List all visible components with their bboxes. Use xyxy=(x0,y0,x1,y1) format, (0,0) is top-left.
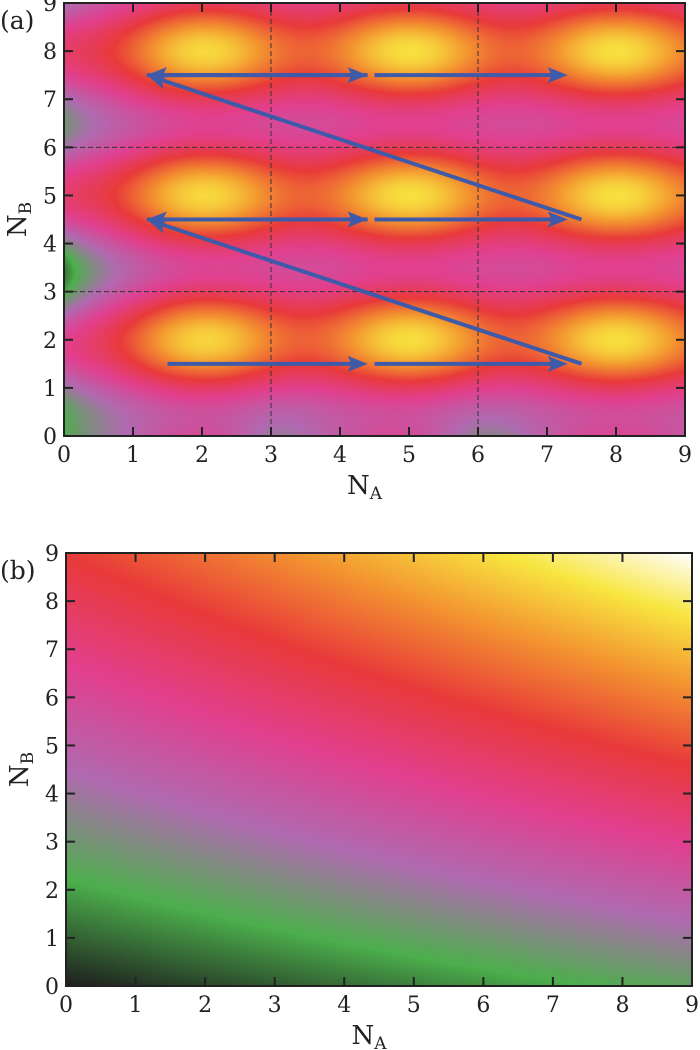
x-tick-label: 5 xyxy=(407,993,421,1018)
y-axis-label-sub: B xyxy=(18,752,38,765)
y-tick-label: 8 xyxy=(45,590,59,615)
x-tick-label: 4 xyxy=(337,993,351,1018)
y-tick-label: 7 xyxy=(45,638,59,663)
x-tick-label: 6 xyxy=(476,993,490,1018)
x-tick-label: 0 xyxy=(57,443,71,468)
panel-label: (a) xyxy=(0,6,34,35)
arrow-head xyxy=(347,211,368,228)
y-tick-label: 9 xyxy=(45,542,59,567)
x-tick-label: 3 xyxy=(268,993,282,1018)
arrow-head xyxy=(547,211,568,228)
y-tick-label: 2 xyxy=(45,879,59,904)
y-tick-label: 8 xyxy=(43,40,57,65)
y-axis-label: NB xyxy=(3,202,36,237)
x-tick-label: 8 xyxy=(609,443,623,468)
x-tick-label: 1 xyxy=(129,993,143,1018)
x-tick-label: 4 xyxy=(333,443,347,468)
y-axis-label: NB xyxy=(5,752,38,787)
y-tick-label: 3 xyxy=(43,281,57,306)
plot-frame xyxy=(65,552,693,987)
y-tick-label: 7 xyxy=(43,88,57,113)
x-tick-label: 6 xyxy=(471,443,485,468)
y-tick-label: 0 xyxy=(43,425,57,450)
arrow-head xyxy=(547,355,568,372)
arrow-head xyxy=(347,67,368,84)
x-tick-label: 3 xyxy=(264,443,278,468)
y-tick-label: 6 xyxy=(45,686,59,711)
x-axis-label: NA xyxy=(351,1021,387,1050)
y-tick-label: 4 xyxy=(45,783,59,808)
x-axis-label-sub: A xyxy=(369,484,383,504)
x-tick-label: 7 xyxy=(540,443,554,468)
x-tick-label: 0 xyxy=(59,993,73,1018)
x-tick-label: 2 xyxy=(198,993,212,1018)
x-tick-label: 2 xyxy=(195,443,209,468)
x-tick-label: 9 xyxy=(678,443,692,468)
x-tick-label: 1 xyxy=(126,443,140,468)
x-axis-label-sub: A xyxy=(373,1034,387,1050)
y-tick-label: 9 xyxy=(43,0,57,17)
arrow-head xyxy=(347,355,368,372)
x-axis-label: NA xyxy=(347,471,383,504)
x-tick-label: 5 xyxy=(402,443,416,468)
panel-label: (b) xyxy=(0,556,36,585)
x-tick-label: 8 xyxy=(615,993,629,1018)
y-tick-label: 0 xyxy=(45,975,59,1000)
y-tick-label: 4 xyxy=(43,233,57,258)
plot-frame xyxy=(63,2,686,437)
heatmap-b xyxy=(66,553,692,986)
x-tick-label: 9 xyxy=(685,993,699,1018)
y-tick-label: 5 xyxy=(43,184,57,209)
y-tick-label: 6 xyxy=(43,136,57,161)
y-tick-label: 5 xyxy=(45,734,59,759)
x-tick-label: 7 xyxy=(546,993,560,1018)
y-tick-label: 2 xyxy=(43,329,57,354)
y-tick-label: 3 xyxy=(45,831,59,856)
y-tick-label: 1 xyxy=(45,927,59,952)
arrow-shaft xyxy=(159,222,583,366)
arrow-head xyxy=(547,67,568,84)
arrow-shaft xyxy=(159,77,583,222)
y-axis-label-sub: B xyxy=(16,202,36,215)
y-tick-label: 1 xyxy=(43,377,57,402)
